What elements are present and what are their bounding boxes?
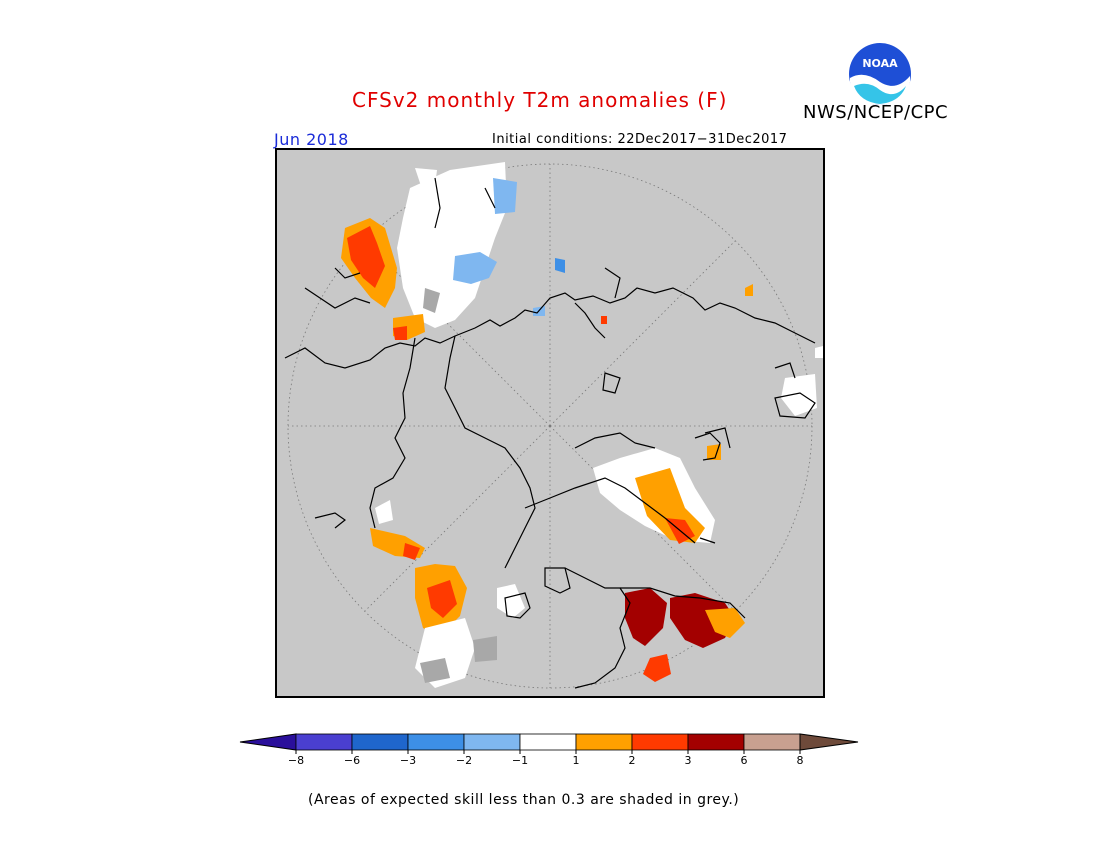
agency-label: NWS/NCEP/CPC xyxy=(803,102,949,123)
legend-swatch xyxy=(295,733,353,751)
legend-tick-label: 6 xyxy=(741,754,748,767)
polar-map xyxy=(275,148,825,698)
chart-title: CFSv2 monthly T2m anomalies (F) xyxy=(352,88,728,112)
legend-tick-label: 8 xyxy=(797,754,804,767)
legend-swatch xyxy=(407,733,465,751)
legend-tick-label: −3 xyxy=(400,754,416,767)
legend-swatch xyxy=(463,733,521,751)
noaa-logo: NOAA xyxy=(849,43,911,105)
legend-labels: −8 −6 −3 −2 −1 1 2 3 6 8 xyxy=(288,750,804,767)
coastlines xyxy=(284,177,816,689)
initial-conditions: Initial conditions: 22Dec2017−31Dec2017 xyxy=(492,132,788,147)
anomaly-fill xyxy=(341,162,823,688)
legend-tick-label: −8 xyxy=(288,754,304,767)
legend-swatch-max-arrow xyxy=(799,733,859,751)
legend-swatch xyxy=(631,733,689,751)
legend-tick-label: 1 xyxy=(573,754,580,767)
legend-tick-label: −1 xyxy=(512,754,528,767)
logo-text: NOAA xyxy=(862,57,898,70)
legend-swatches xyxy=(239,733,859,751)
legend-swatch xyxy=(743,733,801,751)
legend-swatch xyxy=(575,733,633,751)
footnote: (Areas of expected skill less than 0.3 a… xyxy=(308,792,740,808)
legend-swatch xyxy=(351,733,409,751)
valid-month: Jun 2018 xyxy=(274,130,349,149)
legend-tick-label: −6 xyxy=(344,754,360,767)
legend-tick-label: 3 xyxy=(685,754,692,767)
legend-colorbar: −8 −6 −3 −2 −1 1 2 3 6 8 xyxy=(239,733,859,767)
legend-swatch-min-arrow xyxy=(239,733,297,751)
legend-swatch xyxy=(687,733,745,751)
legend-tick-label: 2 xyxy=(629,754,636,767)
legend-swatch xyxy=(519,733,577,751)
legend-tick-label: −2 xyxy=(456,754,472,767)
